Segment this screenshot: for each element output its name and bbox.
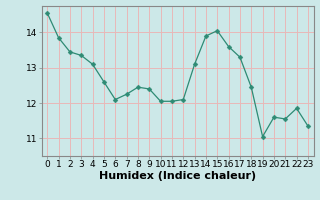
X-axis label: Humidex (Indice chaleur): Humidex (Indice chaleur) — [99, 171, 256, 181]
